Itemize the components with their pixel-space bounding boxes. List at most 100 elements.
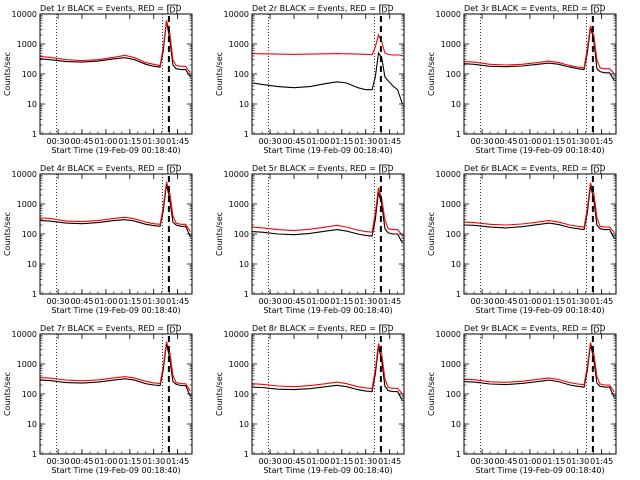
y-tick-label: 10 xyxy=(27,420,37,429)
x-tick-label: 01:15 xyxy=(542,457,565,466)
y-tick-label: 100 xyxy=(22,70,37,79)
x-tick-label: 01:00 xyxy=(306,457,329,466)
x-tick-label: 00:30 xyxy=(259,457,282,466)
x-tick-label: 00:45 xyxy=(70,137,93,146)
x-axis-label: Start Time (19-Feb-09 00:18:40) xyxy=(475,306,604,315)
x-tick-label: 00:30 xyxy=(471,297,494,306)
y-tick-label: 10000 xyxy=(436,170,461,179)
y-tick-label: 10000 xyxy=(436,330,461,339)
marker-label: D xyxy=(169,166,175,175)
y-tick-label: 100 xyxy=(22,390,37,399)
y-tick-label: 10 xyxy=(27,100,37,109)
chart-title: Det 3r BLACK = Events, RED = LLD xyxy=(464,4,606,13)
chart-title: Det 2r BLACK = Events, RED = LLD xyxy=(252,4,394,13)
y-tick-label: 10000 xyxy=(436,10,461,19)
x-tick-label: 01:15 xyxy=(118,137,141,146)
y-tick-label: 1 xyxy=(456,130,461,139)
chart-title: Det 6r BLACK = Events, RED = LLD xyxy=(464,164,606,173)
series-events-line xyxy=(464,344,615,398)
y-tick-label: 1000 xyxy=(441,200,461,209)
x-tick-label: 01:15 xyxy=(118,297,141,306)
y-tick-label: 1 xyxy=(456,450,461,459)
y-tick-label: 100 xyxy=(22,230,37,239)
x-axis-label: Start Time (19-Feb-09 00:18:40) xyxy=(263,306,392,315)
x-tick-label: 01:00 xyxy=(94,137,117,146)
x-tick-label: 01:00 xyxy=(518,297,541,306)
x-tick-label: 00:30 xyxy=(47,457,70,466)
y-tick-label: 1 xyxy=(32,450,37,459)
x-tick-label: 01:00 xyxy=(306,137,329,146)
x-tick-label: 01:00 xyxy=(306,297,329,306)
x-tick-label: 01:45 xyxy=(166,457,189,466)
x-tick-label: 01:45 xyxy=(378,297,401,306)
marker-label: D xyxy=(593,326,599,335)
x-axis-label: Start Time (19-Feb-09 00:18:40) xyxy=(263,146,392,155)
y-tick-label: 1 xyxy=(32,290,37,299)
x-tick-label: 01:00 xyxy=(518,137,541,146)
y-tick-label: 10 xyxy=(451,260,461,269)
y-axis-label: Counts/sec xyxy=(215,212,224,256)
x-tick-label: 01:15 xyxy=(330,457,353,466)
x-tick-label: 00:45 xyxy=(282,137,305,146)
y-tick-label: 100 xyxy=(446,230,461,239)
y-tick-label: 10 xyxy=(239,100,249,109)
x-tick-label: 01:45 xyxy=(166,137,189,146)
y-axis-label: Counts/sec xyxy=(3,212,12,256)
y-tick-label: 1000 xyxy=(229,200,249,209)
y-tick-label: 10000 xyxy=(12,170,37,179)
x-tick-label: 01:15 xyxy=(330,297,353,306)
x-tick-label: 00:45 xyxy=(70,297,93,306)
x-tick-label: 01:15 xyxy=(330,137,353,146)
series-lld-line xyxy=(252,187,403,236)
series-lld-line xyxy=(40,181,191,232)
y-tick-label: 100 xyxy=(234,70,249,79)
x-tick-label: 01:00 xyxy=(94,297,117,306)
y-tick-label: 10000 xyxy=(224,330,249,339)
x-tick-label: 01:45 xyxy=(590,137,613,146)
x-tick-label: 01:30 xyxy=(354,457,377,466)
y-axis-label: Counts/sec xyxy=(427,52,436,96)
y-axis-label: Counts/sec xyxy=(427,372,436,416)
chart-title: Det 7r BLACK = Events, RED = LLD xyxy=(40,324,182,333)
y-axis-label: Counts/sec xyxy=(215,52,224,96)
y-tick-label: 100 xyxy=(234,390,249,399)
series-lld-line xyxy=(464,342,615,393)
series-lld-line xyxy=(464,25,615,75)
x-axis-label: Start Time (19-Feb-09 00:18:40) xyxy=(51,146,180,155)
series-lld-line xyxy=(40,341,191,392)
chart-title: Det 1r BLACK = Events, RED = LLD xyxy=(40,4,182,13)
y-tick-label: 100 xyxy=(446,70,461,79)
y-tick-label: 1000 xyxy=(441,40,461,49)
y-tick-label: 1000 xyxy=(229,360,249,369)
x-tick-label: 00:45 xyxy=(70,457,93,466)
marker-label: D xyxy=(593,6,599,15)
series-events-line xyxy=(464,185,615,239)
x-axis-label: Start Time (19-Feb-09 00:18:40) xyxy=(475,466,604,475)
series-lld-line xyxy=(464,182,615,234)
y-tick-label: 1 xyxy=(456,290,461,299)
marker-label: D xyxy=(381,166,387,175)
y-tick-label: 1000 xyxy=(17,360,37,369)
x-tick-label: 01:15 xyxy=(542,137,565,146)
x-tick-label: 01:30 xyxy=(142,297,165,306)
x-tick-label: 01:00 xyxy=(94,457,117,466)
series-lld-line xyxy=(40,20,191,74)
chart-title: Det 9r BLACK = Events, RED = LLD xyxy=(464,324,606,333)
x-tick-label: 00:45 xyxy=(494,297,517,306)
x-axis-label: Start Time (19-Feb-09 00:18:40) xyxy=(263,466,392,475)
y-tick-label: 10 xyxy=(451,420,461,429)
series-lld-line xyxy=(252,33,403,56)
marker-label: D xyxy=(593,166,599,175)
x-tick-label: 00:45 xyxy=(494,137,517,146)
marker-label: D xyxy=(169,6,175,15)
y-tick-label: 10000 xyxy=(224,170,249,179)
y-tick-label: 1000 xyxy=(17,40,37,49)
x-tick-label: 01:30 xyxy=(566,297,589,306)
y-tick-label: 10000 xyxy=(12,330,37,339)
